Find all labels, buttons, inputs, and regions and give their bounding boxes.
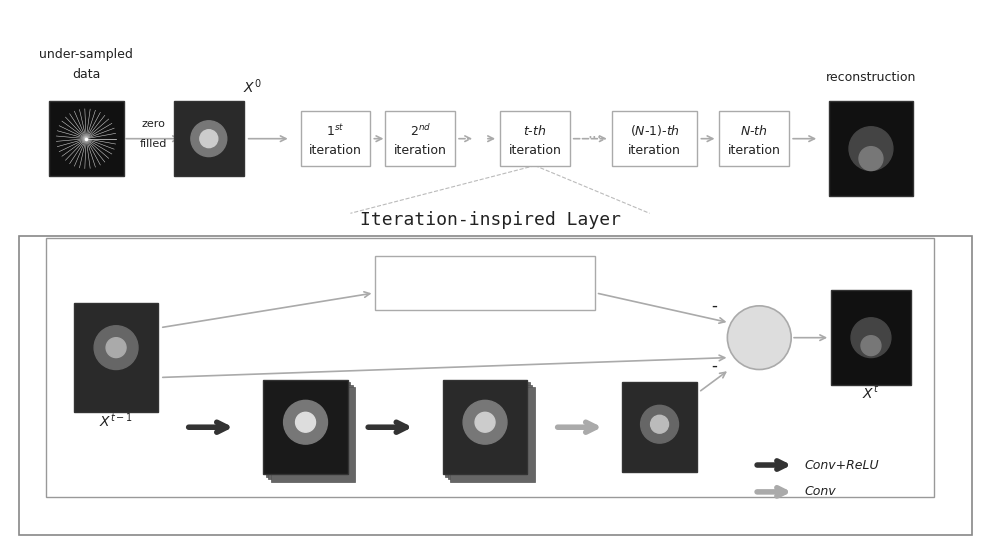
Text: $X^0$: $X^0$	[243, 78, 262, 96]
Text: Conv: Conv	[804, 486, 836, 498]
FancyBboxPatch shape	[500, 111, 570, 166]
Circle shape	[851, 318, 891, 358]
FancyBboxPatch shape	[375, 255, 595, 310]
Circle shape	[849, 127, 893, 170]
Bar	[266, 383, 350, 477]
Text: iteration: iteration	[394, 144, 447, 157]
Bar	[443, 380, 527, 475]
Text: $N$-$th$: $N$-$th$	[740, 124, 768, 138]
Text: data: data	[72, 67, 100, 81]
Circle shape	[463, 401, 507, 444]
Text: -: -	[711, 297, 717, 315]
Text: zero: zero	[141, 119, 165, 129]
Text: ···: ···	[587, 131, 602, 146]
Bar	[622, 383, 697, 472]
Text: $1^{st}$: $1^{st}$	[326, 123, 345, 139]
FancyBboxPatch shape	[19, 236, 972, 535]
Text: $\lambda^{t-1}A^T(Ax^{t-1}-y)$: $\lambda^{t-1}A^T(Ax^{t-1}-y)$	[422, 272, 548, 294]
Text: iteration: iteration	[309, 144, 362, 157]
Text: iteration: iteration	[728, 144, 781, 157]
Text: $(N$-$1)$-$th$: $(N$-$1)$-$th$	[630, 123, 680, 138]
FancyBboxPatch shape	[612, 111, 697, 166]
Text: $\Sigma$: $\Sigma$	[753, 328, 766, 347]
Text: $t$-$th$: $t$-$th$	[523, 124, 547, 138]
Bar	[829, 101, 913, 196]
FancyBboxPatch shape	[719, 111, 789, 166]
Circle shape	[475, 412, 495, 432]
Circle shape	[859, 147, 883, 170]
Text: iteration: iteration	[628, 144, 681, 157]
Bar	[268, 385, 353, 480]
Text: iteration: iteration	[508, 144, 561, 157]
Text: $X^t$: $X^t$	[862, 384, 880, 401]
FancyBboxPatch shape	[301, 111, 370, 166]
Bar	[448, 385, 532, 480]
Text: -: -	[711, 357, 717, 374]
Text: filled: filled	[139, 139, 167, 149]
Bar	[174, 101, 244, 176]
Circle shape	[106, 338, 126, 358]
Circle shape	[191, 121, 227, 157]
Text: reconstruction: reconstruction	[826, 71, 916, 83]
Circle shape	[296, 412, 316, 432]
Bar	[49, 101, 124, 176]
Text: under-sampled: under-sampled	[39, 48, 133, 61]
Circle shape	[641, 406, 679, 443]
Text: $X^{t-1}$: $X^{t-1}$	[99, 411, 133, 430]
Bar	[263, 380, 348, 475]
Circle shape	[727, 306, 791, 369]
Circle shape	[861, 336, 881, 356]
FancyBboxPatch shape	[46, 238, 934, 497]
Bar	[445, 383, 530, 477]
Bar	[74, 303, 158, 412]
Text: $2^{nd}$: $2^{nd}$	[410, 123, 431, 139]
Bar	[831, 290, 911, 385]
Circle shape	[94, 326, 138, 369]
Text: Iteration-inspired Layer: Iteration-inspired Layer	[360, 212, 621, 229]
Text: Conv+ReLU: Conv+ReLU	[804, 459, 879, 471]
Bar	[450, 387, 535, 482]
FancyBboxPatch shape	[385, 111, 455, 166]
Bar	[271, 387, 355, 482]
Circle shape	[651, 415, 669, 433]
Circle shape	[284, 401, 327, 444]
Circle shape	[200, 130, 218, 147]
